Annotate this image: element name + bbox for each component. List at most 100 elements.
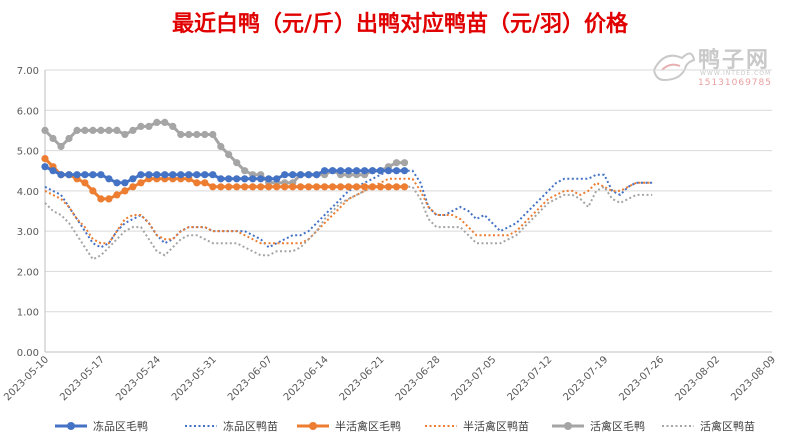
chart-legend: 冻品区毛鸭 冻品区鸭苗 半活禽区毛鸭 半活禽区鸭苗 活禽区毛鸭 活禽区鸭苗 <box>55 419 755 433</box>
series-point <box>97 195 105 203</box>
series-point <box>225 183 233 191</box>
series-point <box>257 183 265 191</box>
series-point <box>65 171 73 179</box>
series-point <box>345 183 353 191</box>
watermark-phone: 15131069785 <box>698 78 772 88</box>
series-point <box>105 195 113 203</box>
series-point <box>217 175 225 183</box>
series-point <box>281 171 289 179</box>
series-point <box>41 155 49 163</box>
legend-label: 冻品区毛鸭 <box>93 419 148 433</box>
series-point <box>41 126 49 134</box>
series-point <box>209 130 217 139</box>
series-point <box>400 159 409 167</box>
legend-item: 冻品区鸭苗 <box>185 419 278 433</box>
series-point <box>241 183 249 191</box>
series-point <box>392 183 401 191</box>
series-point <box>225 151 233 159</box>
series-point <box>89 171 97 179</box>
legend-item: 半活禽区鸭苗 <box>425 419 529 433</box>
x-tick-label: 2023-07-19 <box>561 354 610 403</box>
series-point <box>217 142 225 151</box>
series-point <box>321 167 329 175</box>
series-point <box>233 159 241 167</box>
series-point <box>297 183 305 191</box>
y-tick-label: 1.00 <box>17 308 39 319</box>
x-tick-label: 2023-07-05 <box>450 354 499 403</box>
series-point <box>376 183 385 191</box>
series-point <box>129 175 137 183</box>
series-1 <box>44 169 653 249</box>
series-point <box>193 130 201 139</box>
series-point <box>161 171 169 179</box>
series-point <box>73 126 81 134</box>
series-point <box>129 126 137 134</box>
series-point <box>49 167 57 175</box>
series-point <box>353 167 361 175</box>
legend-label: 冻品区鸭苗 <box>223 419 278 433</box>
legend-marker <box>564 422 572 430</box>
series-point <box>73 171 81 179</box>
series-0 <box>41 163 409 187</box>
series-point <box>137 179 145 187</box>
watermark-url: WWW.INTEDE.COM <box>700 70 772 77</box>
x-tick-label: 2023-06-21 <box>338 354 387 403</box>
series-point <box>241 167 249 175</box>
duck-logo-icon <box>652 52 696 82</box>
series-point <box>281 183 289 191</box>
series-point <box>392 159 401 167</box>
series-point <box>249 183 257 191</box>
series-3 <box>44 177 653 245</box>
series-point <box>97 126 105 134</box>
series-point <box>209 183 217 191</box>
y-axis: 0.00 1.00 2.00 3.00 4.00 5.00 6.00 7.00 <box>17 66 39 359</box>
series-4 <box>41 118 409 187</box>
watermark-name: 鸭子网 <box>698 48 771 73</box>
series-point <box>241 175 249 183</box>
legend-label: 活禽区鸭苗 <box>700 419 755 433</box>
series-line <box>44 169 653 249</box>
series-point <box>233 183 241 191</box>
legend-item: 半活禽区毛鸭 <box>297 419 401 433</box>
series-point <box>209 171 217 179</box>
legend-marker <box>309 422 317 430</box>
series-5 <box>44 185 653 261</box>
x-tick-label: 2023-06-14 <box>282 354 331 403</box>
chart-title: 最近白鸭（元/斤）出鸭对应鸭苗（元/羽）价格 <box>171 12 629 37</box>
series-point <box>384 167 393 175</box>
series-point <box>153 118 161 126</box>
series-point <box>392 167 401 175</box>
series-point <box>289 171 297 179</box>
x-tick-label: 2023-06-07 <box>226 354 275 403</box>
series-point <box>89 187 97 195</box>
series-point <box>81 179 89 187</box>
series-line <box>44 165 405 185</box>
series-point <box>368 183 377 191</box>
y-tick-label: 4.00 <box>17 187 39 198</box>
series-point <box>313 183 321 191</box>
series-point <box>129 183 137 191</box>
x-axis: 2023-05-10 2023-05-17 2023-05-24 2023-05-31… <box>2 354 778 403</box>
x-tick-label: 2023-05-17 <box>58 354 107 403</box>
y-tick-label: 6.00 <box>17 106 39 117</box>
series-point <box>384 183 393 191</box>
series-point <box>137 171 145 179</box>
series-point <box>121 179 129 187</box>
series-point <box>89 126 97 134</box>
series-point <box>217 183 225 191</box>
series-point <box>113 179 121 187</box>
x-tick-label: 2023-05-10 <box>2 354 51 403</box>
series-point <box>201 179 209 187</box>
series-point <box>201 130 209 139</box>
y-tick-label: 2.00 <box>17 267 39 278</box>
legend-item: 活禽区鸭苗 <box>662 419 755 433</box>
series-point <box>337 183 345 191</box>
series-point <box>57 142 65 151</box>
series-point <box>193 171 201 179</box>
y-tick-label: 3.00 <box>17 227 39 238</box>
series-point <box>57 171 65 179</box>
series-point <box>329 183 337 191</box>
legend-label: 活禽区毛鸭 <box>590 419 645 433</box>
x-tick-label: 2023-05-24 <box>114 354 163 403</box>
